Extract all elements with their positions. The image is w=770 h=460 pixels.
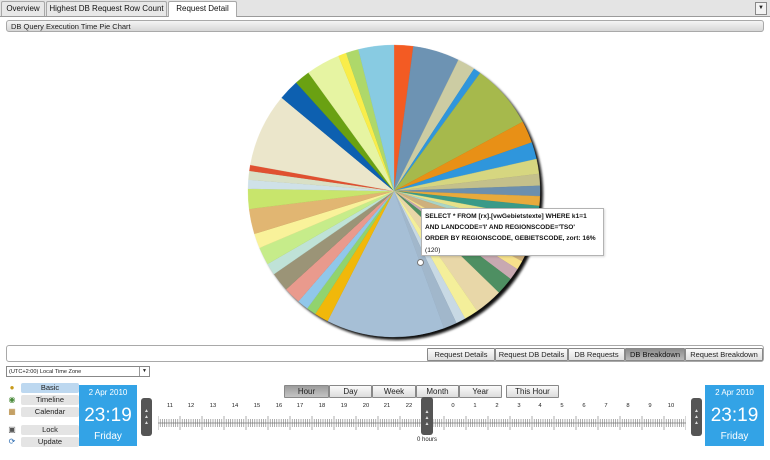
update-button[interactable]: ⟳ Update	[7, 437, 79, 447]
basic-button[interactable]: ● Basic	[7, 383, 79, 393]
tick-label: 19	[340, 403, 348, 409]
tooltip-line-3: ORDER BY REGIONSCODE, GEBIETSCODE, zort:…	[425, 235, 596, 243]
zoom-day-button[interactable]: Day	[329, 385, 372, 398]
tab-request-detail[interactable]: Request Detail	[168, 1, 237, 17]
chevron-up-icon: ▲	[424, 421, 430, 427]
tab-db-breakdown[interactable]: DB Breakdown	[625, 348, 685, 361]
tab-db-requests[interactable]: DB Requests	[568, 348, 625, 361]
tick-label: 17	[296, 403, 304, 409]
timeline-button[interactable]: ◉ Timeline	[7, 395, 79, 405]
calendar-label: Calendar	[21, 407, 79, 417]
tick-label: 3	[517, 403, 521, 409]
pie-chart-area	[6, 34, 764, 342]
start-time: 23:19	[84, 405, 132, 426]
update-label: Update	[21, 437, 79, 447]
timeline-cursor[interactable]: ▲ ▲ ▲	[421, 397, 433, 435]
pie-chart	[247, 44, 543, 340]
chevron-up-icon: ▲	[424, 409, 430, 415]
tab-request-db-details[interactable]: Request DB Details	[495, 348, 568, 361]
tick-label: 8	[626, 403, 630, 409]
tick-label: 11	[166, 403, 174, 409]
calendar-button[interactable]: ▦ Calendar	[7, 407, 79, 417]
basic-icon: ●	[9, 383, 15, 392]
zoom-this-hour-button[interactable]: This Hour	[506, 385, 559, 398]
tick-label: 6	[582, 403, 586, 409]
tick-label: 14	[231, 403, 239, 409]
lock-icon: ▣	[8, 425, 16, 434]
start-date: 2 Apr 2010	[88, 388, 128, 397]
tick-label: 18	[318, 403, 326, 409]
zoom-year-button[interactable]: Year	[459, 385, 502, 398]
hover-marker	[417, 259, 424, 266]
tooltip-line-4: (120)	[425, 246, 441, 254]
timeline-scroll-right[interactable]: ▲ ▲ ▲	[691, 398, 702, 436]
chevron-up-icon: ▲	[694, 414, 699, 420]
tab-request-details[interactable]: Request Details	[427, 348, 495, 361]
tick-label: 4	[538, 403, 542, 409]
chevron-down-icon[interactable]: ▼	[755, 2, 767, 15]
end-datetime[interactable]: 2 Apr 2010 23:19 Friday	[705, 385, 764, 446]
tick-label: 7	[604, 403, 608, 409]
end-date: 2 Apr 2010	[715, 388, 754, 397]
timezone-value: (UTC+2:00) Local Time Zone	[9, 369, 82, 375]
tooltip-line-2: AND LANDCODE='I' AND REGIONSCODE='TSO'	[425, 224, 576, 232]
chevron-up-icon: ▲	[694, 408, 699, 414]
chevron-up-icon: ▲	[694, 420, 699, 426]
tab-request-breakdown[interactable]: Request Breakdown	[685, 348, 763, 361]
cursor-label: 0 hours	[417, 437, 438, 443]
tab-overview[interactable]: Overview	[1, 1, 45, 16]
tick-label: 13	[209, 403, 217, 409]
timezone-select[interactable]: (UTC+2:00) Local Time Zone ▼	[6, 366, 150, 377]
zoom-hour-button[interactable]: Hour	[284, 385, 329, 398]
chevron-up-icon: ▲	[424, 415, 430, 421]
view-tab-bar: Request Details Request DB Details DB Re…	[6, 345, 764, 362]
zoom-month-button[interactable]: Month	[416, 385, 459, 398]
end-time: 23:19	[710, 405, 759, 426]
tab-highest-db-request-row-count[interactable]: Highest DB Request Row Count	[46, 1, 167, 16]
lock-button[interactable]: ▣ Lock	[7, 425, 79, 435]
tick-label: 9	[648, 403, 652, 409]
tick-label: 1	[473, 403, 477, 409]
chevron-up-icon: ▲	[144, 408, 149, 414]
lock-label: Lock	[21, 425, 79, 435]
basic-label: Basic	[21, 383, 79, 393]
tick-label: 10	[667, 403, 675, 409]
tick-label: 15	[253, 403, 261, 409]
tab-bar: Overview Highest DB Request Row Count Re…	[0, 0, 770, 17]
timeline-label: Timeline	[21, 395, 79, 405]
tick-label: 21	[383, 403, 391, 409]
panel-title: DB Query Execution Time Pie Chart	[6, 20, 764, 32]
chevron-up-icon: ▲	[144, 420, 149, 426]
pie-slice[interactable]	[327, 190, 445, 338]
chevron-up-icon: ▲	[144, 414, 149, 420]
pie-slice[interactable]	[358, 44, 395, 192]
chevron-down-icon: ▼	[139, 367, 149, 376]
tick-label: 12	[187, 403, 195, 409]
calendar-icon: ▦	[8, 407, 16, 416]
tick-label: 2	[495, 403, 499, 409]
slice-tooltip: SELECT * FROM [rx].[vwGebietstexte] WHER…	[421, 208, 604, 256]
tick-label: 0	[451, 403, 455, 409]
tick-label: 22	[405, 403, 413, 409]
tooltip-line-1: SELECT * FROM [rx].[vwGebietstexte] WHER…	[425, 213, 587, 220]
end-day: Friday	[720, 431, 749, 442]
tick-label: 16	[275, 403, 283, 409]
tick-label: 20	[362, 403, 370, 409]
timeline-icon: ◉	[8, 395, 16, 404]
update-icon: ⟳	[8, 437, 16, 446]
start-day: Friday	[94, 431, 122, 442]
timeline-scroll-left[interactable]: ▲ ▲ ▲	[141, 398, 152, 436]
start-datetime[interactable]: 2 Apr 2010 23:19 Friday	[79, 385, 137, 446]
zoom-week-button[interactable]: Week	[372, 385, 416, 398]
tick-label: 5	[560, 403, 564, 409]
